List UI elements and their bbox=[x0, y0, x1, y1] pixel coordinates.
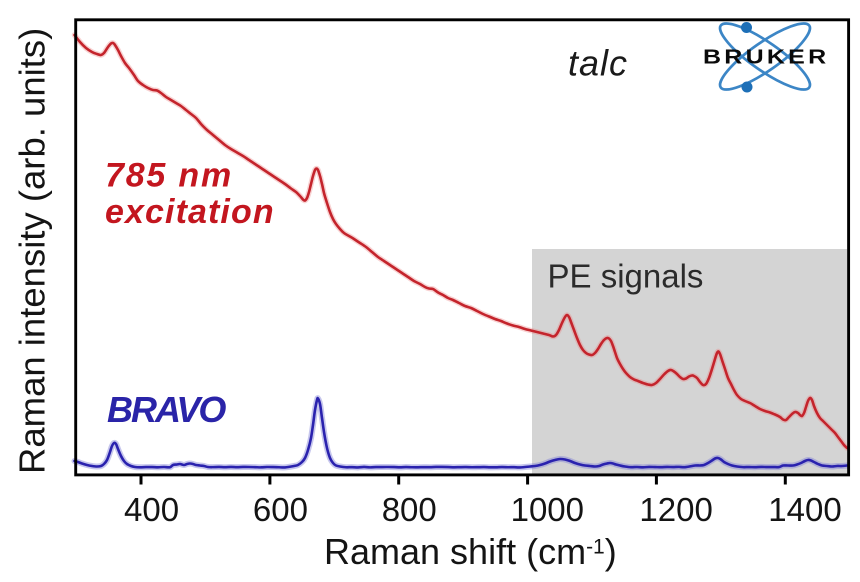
svg-text:Raman shift (cm-1): Raman shift (cm-1) bbox=[324, 531, 617, 572]
svg-text:PE signals: PE signals bbox=[548, 258, 704, 295]
svg-text:1200: 1200 bbox=[639, 491, 712, 528]
svg-text:BRUKER: BRUKER bbox=[703, 46, 829, 68]
svg-text:1400: 1400 bbox=[768, 491, 841, 528]
svg-text:excitation: excitation bbox=[105, 193, 275, 231]
svg-text:BRAVO: BRAVO bbox=[107, 389, 226, 430]
svg-text:talc: talc bbox=[568, 43, 628, 84]
svg-text:1000: 1000 bbox=[511, 491, 584, 528]
svg-text:Raman intensity (arb. units): Raman intensity (arb. units) bbox=[12, 28, 53, 474]
svg-text:785 nm: 785 nm bbox=[105, 157, 233, 195]
svg-text:800: 800 bbox=[382, 491, 437, 528]
svg-text:400: 400 bbox=[124, 491, 179, 528]
svg-text:600: 600 bbox=[253, 491, 308, 528]
